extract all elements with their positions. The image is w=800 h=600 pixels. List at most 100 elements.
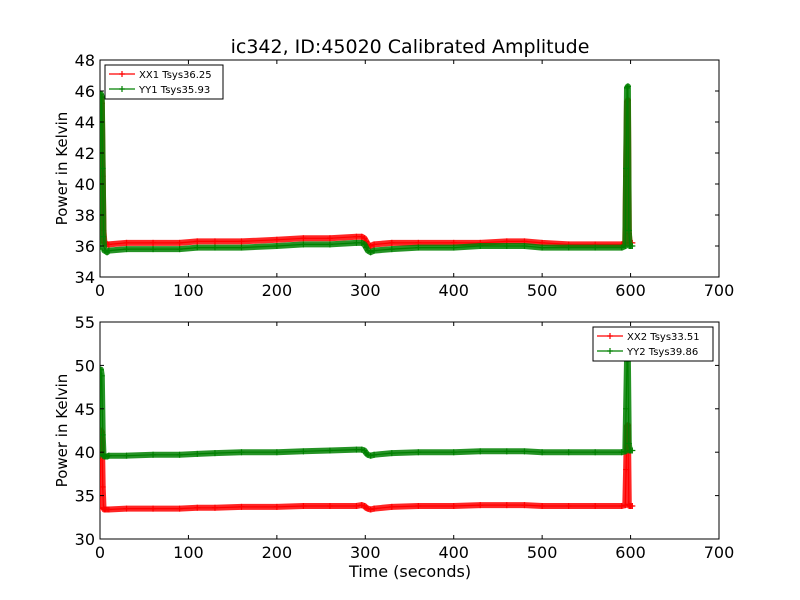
series-1-point: [211, 238, 218, 245]
y-tick-label: 38: [75, 206, 95, 225]
series-2-point: [415, 244, 422, 251]
series-2-point: [450, 244, 457, 251]
series-1-point: [353, 503, 360, 510]
series-2-point: [625, 227, 632, 234]
legend: XX1 Tsys36.25 YY1 Tsys35.93: [104, 64, 224, 100]
series-2-point: [367, 452, 374, 459]
top-panel: 0 100 200 300 400 500 600 700 34 36 38 40 42 44 46 48 Po…: [53, 51, 734, 300]
y-tick-label: 55: [75, 313, 95, 332]
x-tick-label: 700: [704, 281, 735, 300]
series-1-point: [503, 502, 510, 509]
y-axis-label: Power in Kelvin: [53, 374, 71, 488]
series-2-point: [176, 246, 183, 253]
y-axis-label: Power in Kelvin: [53, 112, 71, 226]
series-2-point: [326, 241, 333, 248]
series-1-point: [105, 506, 112, 513]
series-1-point: [194, 238, 201, 245]
series-2-point: [100, 452, 103, 459]
series-2-point: [194, 244, 201, 251]
series-1-point: [371, 241, 378, 248]
series-1-point: [326, 235, 333, 242]
series-2-point: [521, 448, 528, 455]
legend-label: YY1 Tsys35.93: [138, 85, 210, 96]
series-2-point: [477, 448, 484, 455]
series-1-point: [539, 503, 546, 510]
series-1-point: [450, 503, 457, 510]
series-1-point: [367, 506, 374, 513]
series-1-point: [150, 239, 157, 246]
x-tick-label: 700: [704, 543, 735, 562]
series-2-point: [100, 233, 107, 240]
x-tick-label: 200: [262, 281, 293, 300]
series-2-point: [618, 449, 625, 456]
y-tick-label: 44: [75, 113, 95, 132]
series-2-point: [353, 446, 360, 453]
x-tick-label: 0: [95, 281, 105, 300]
series-1-point: [194, 504, 201, 511]
series-2-point: [521, 243, 528, 249]
series-2-point: [238, 244, 245, 251]
series-2-point: [629, 447, 636, 454]
series-2-point: [150, 246, 157, 253]
series-2-point: [539, 244, 546, 251]
series-2-point: [367, 249, 374, 256]
y-tick-label: 40: [75, 175, 95, 194]
series-2-point: [450, 449, 457, 456]
series-2-point: [364, 451, 371, 458]
series-2-point: [388, 246, 395, 253]
legend: XX2 Tsys33.51 YY2 Tsys39.86: [592, 326, 714, 362]
x-tick-label: 100: [173, 281, 204, 300]
x-tick-label: 500: [527, 543, 558, 562]
y-tick-label: 50: [75, 356, 95, 375]
legend-marker: [119, 71, 125, 77]
series-1-point: [100, 483, 106, 490]
series-2-point: [100, 431, 106, 438]
series-2-point: [238, 449, 245, 456]
series-1-point: [176, 239, 183, 246]
series-2-point: [100, 246, 103, 253]
series-1-point: [123, 505, 130, 512]
y-tick-label: 34: [75, 268, 95, 287]
series-2-point: [371, 247, 378, 254]
chart-title: ic342, ID:45020 Calibrated Amplitude: [231, 36, 590, 58]
series-1-point: [364, 505, 371, 512]
series-1-point: [123, 239, 130, 246]
legend-marker: [607, 348, 613, 354]
series-2-point: [363, 244, 370, 251]
series-1-point: [358, 502, 365, 509]
y-tick-label: 45: [75, 400, 95, 419]
series-1-point: [326, 503, 333, 510]
series-2-point: [300, 448, 307, 455]
series-2-point: [100, 366, 104, 373]
series-1-point: [238, 238, 245, 245]
series-2-point: [592, 244, 599, 251]
legend-marker: [607, 333, 613, 339]
series-2-point: [565, 449, 572, 456]
y-tick-label: 30: [75, 530, 95, 549]
x-tick-label: 300: [350, 281, 381, 300]
series-2-point: [105, 247, 112, 254]
series-group: [100, 357, 636, 513]
series-1-point: [238, 503, 245, 510]
y-tick-label: 36: [75, 237, 95, 256]
y-tick-label: 42: [75, 144, 95, 163]
series-2-point: [358, 446, 365, 453]
series-1-point: [388, 503, 395, 510]
series-2-point: [503, 243, 510, 249]
x-tick-label: 100: [173, 543, 204, 562]
bottom-panel: 0 100 200 300 400 500 600 700 30 35 40 45 50 55 Power …: [53, 313, 734, 562]
series-2-point: [625, 440, 632, 447]
x-tick-label: 200: [262, 543, 293, 562]
y-tick-label: 35: [75, 487, 95, 506]
series-2-point: [361, 241, 368, 248]
series-2-point: [371, 451, 378, 458]
series-1-point: [211, 504, 218, 511]
series-2-point: [353, 239, 360, 246]
series-1-point: [273, 236, 280, 243]
series-2-point: [100, 165, 106, 172]
series-1-point: [565, 503, 572, 510]
legend-box: [104, 64, 224, 100]
series-2-point: [326, 447, 333, 454]
x-tick-label: 0: [95, 543, 105, 562]
series-2-point: [388, 450, 395, 457]
